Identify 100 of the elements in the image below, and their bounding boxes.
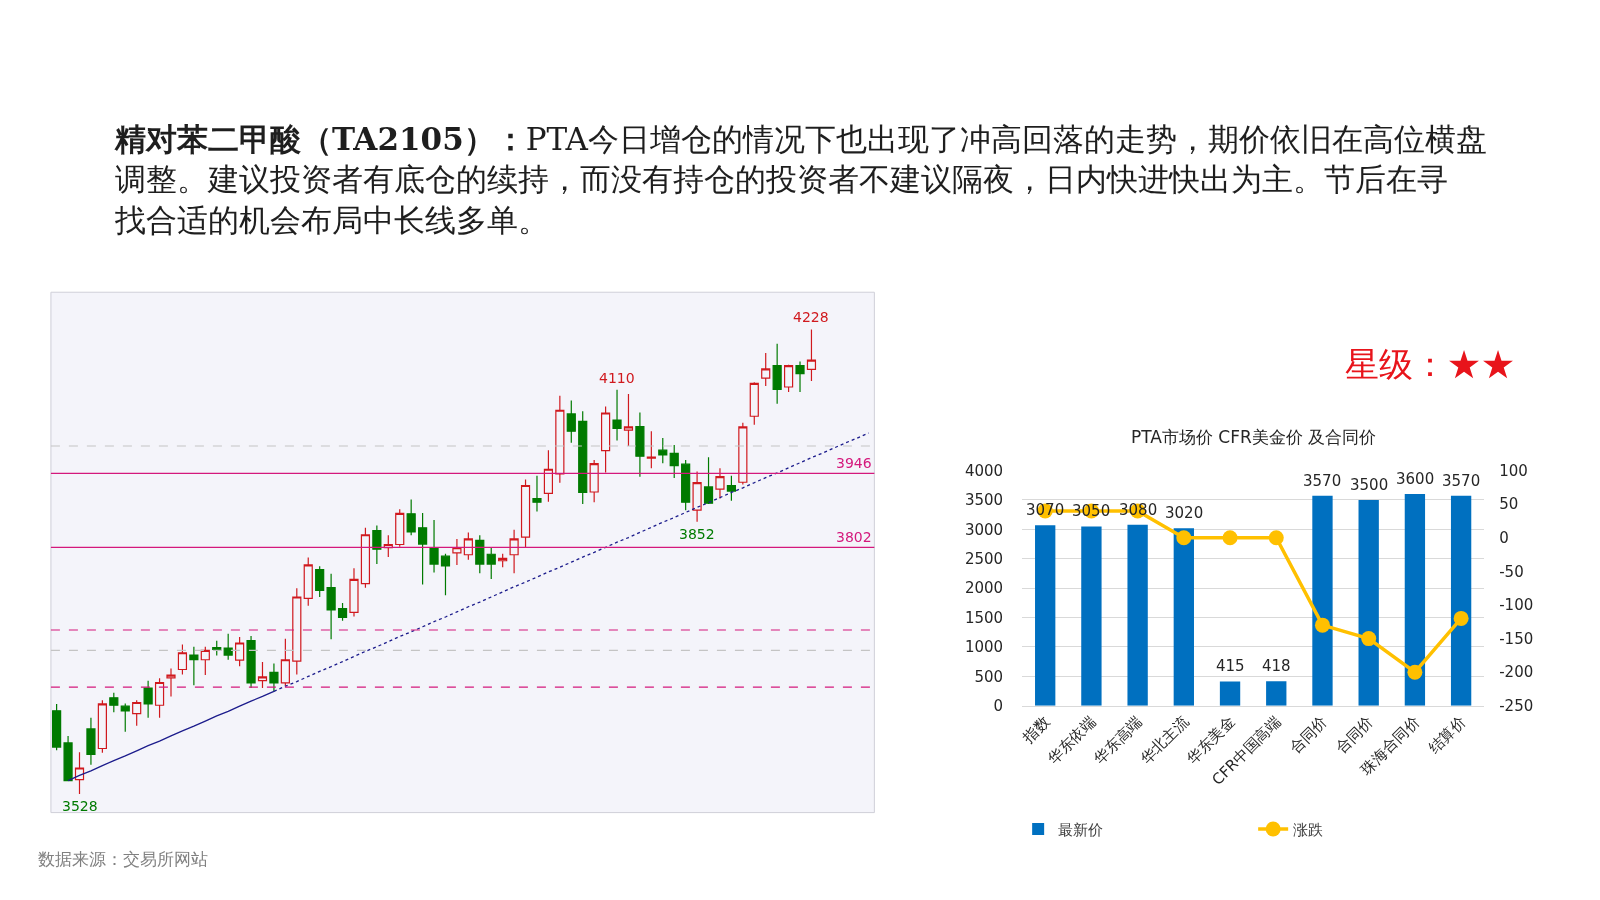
candlestick bbox=[635, 411, 645, 478]
annotation: 3946 bbox=[836, 455, 872, 471]
y-tick-label: 1500 bbox=[964, 608, 1004, 627]
legend-label: 最新价 bbox=[1058, 820, 1104, 839]
candlestick bbox=[600, 405, 611, 474]
source-note: 数据来源：交易所网站 bbox=[38, 849, 208, 869]
annotation: 4228 bbox=[793, 309, 829, 325]
candlestick bbox=[349, 567, 359, 618]
candlestick bbox=[406, 498, 416, 536]
candlestick bbox=[223, 633, 233, 661]
annotation: 3802 bbox=[836, 529, 872, 545]
candlestick bbox=[109, 692, 119, 713]
candlestick bbox=[189, 646, 199, 686]
candlestick bbox=[132, 699, 142, 727]
candlestick bbox=[658, 437, 668, 464]
bar bbox=[1404, 494, 1426, 706]
point bbox=[1268, 530, 1284, 546]
data-label: 3600 bbox=[1396, 470, 1435, 488]
y-tick-label: 0 bbox=[993, 697, 1004, 716]
x-tick-label: 合同价 bbox=[1286, 712, 1331, 758]
candlestick bbox=[143, 680, 153, 719]
candlestick bbox=[257, 661, 268, 689]
data-label: 418 bbox=[1262, 657, 1291, 675]
candlestick bbox=[646, 430, 656, 469]
y-tick-label: 2000 bbox=[964, 579, 1004, 598]
candlestick bbox=[566, 399, 576, 444]
y2-tick-label: 0 bbox=[1499, 529, 1509, 548]
candlestick bbox=[532, 475, 542, 513]
y2-tick-label: -150 bbox=[1499, 629, 1534, 648]
point bbox=[1314, 617, 1330, 633]
candlestick bbox=[200, 646, 210, 676]
candlestick bbox=[440, 553, 451, 596]
y-tick-label: 500 bbox=[974, 667, 1004, 686]
candlestick bbox=[681, 459, 691, 511]
candlestick bbox=[738, 422, 748, 486]
candlestick bbox=[52, 703, 62, 751]
candlestick bbox=[97, 699, 107, 754]
bar bbox=[1035, 525, 1056, 706]
candlestick bbox=[669, 444, 679, 479]
data-label: 3020 bbox=[1165, 504, 1204, 522]
candlestick bbox=[63, 735, 73, 782]
candlestick bbox=[269, 662, 279, 693]
candlestick bbox=[623, 393, 634, 447]
point bbox=[1407, 664, 1423, 680]
candlestick bbox=[154, 677, 165, 719]
legend-label: 涨跌 bbox=[1293, 820, 1324, 839]
candlestick bbox=[692, 470, 702, 523]
data-label: 415 bbox=[1216, 657, 1245, 675]
candlestick bbox=[86, 717, 96, 766]
text: 精对苯二甲酸（TA2105）： bbox=[114, 121, 526, 157]
candlestick bbox=[589, 459, 599, 503]
point bbox=[1453, 610, 1469, 626]
point bbox=[1176, 530, 1192, 546]
y-tick-label: 4000 bbox=[964, 461, 1004, 480]
candlestick bbox=[177, 643, 188, 676]
y-tick-label: 3500 bbox=[964, 491, 1004, 510]
candlestick bbox=[715, 467, 725, 500]
candlestick bbox=[543, 449, 554, 503]
candlestick bbox=[326, 573, 336, 640]
y-tick-label: 2500 bbox=[964, 550, 1004, 569]
candlestick bbox=[761, 352, 771, 387]
y-tick-label: 3000 bbox=[964, 520, 1004, 539]
candlestick bbox=[509, 529, 519, 574]
candlestick bbox=[372, 524, 382, 565]
candlestick bbox=[726, 475, 737, 502]
candlestick bbox=[315, 565, 325, 598]
candlestick bbox=[395, 508, 405, 548]
y-tick-label: 1000 bbox=[964, 638, 1004, 657]
bar bbox=[1219, 681, 1241, 706]
candlestick bbox=[463, 531, 473, 561]
y2-tick-label: -100 bbox=[1499, 596, 1534, 615]
candlestick bbox=[612, 389, 622, 442]
bar bbox=[1173, 528, 1194, 706]
candlestick bbox=[555, 395, 565, 484]
candlestick bbox=[578, 410, 588, 505]
point bbox=[1222, 530, 1238, 546]
candlestick bbox=[772, 343, 782, 405]
candlestick bbox=[246, 635, 256, 689]
bar bbox=[1358, 499, 1379, 706]
candlestick bbox=[795, 360, 805, 393]
bar bbox=[1127, 524, 1148, 706]
candlestick bbox=[520, 478, 531, 549]
data-label: 3570 bbox=[1442, 472, 1481, 490]
candlestick bbox=[280, 638, 290, 687]
chart-title: PTA市场价 CFR美金价 及合同价 bbox=[1131, 427, 1377, 447]
candlestick bbox=[360, 527, 371, 589]
y2-tick-label: 50 bbox=[1499, 495, 1519, 514]
bar bbox=[1312, 495, 1333, 706]
x-tick-label: 结算价 bbox=[1424, 712, 1470, 758]
candlestick bbox=[292, 587, 302, 676]
annotation: 4110 bbox=[599, 370, 635, 386]
annotation: 3528 bbox=[62, 798, 98, 814]
candlestick bbox=[303, 556, 313, 607]
bar bbox=[1450, 495, 1472, 706]
candlestick bbox=[429, 519, 439, 573]
candlestick bbox=[452, 538, 462, 566]
y2-tick-label: -200 bbox=[1499, 663, 1534, 682]
candlestick bbox=[749, 381, 759, 426]
candlestick bbox=[120, 702, 130, 733]
text: 星级：★★ bbox=[1345, 344, 1515, 384]
